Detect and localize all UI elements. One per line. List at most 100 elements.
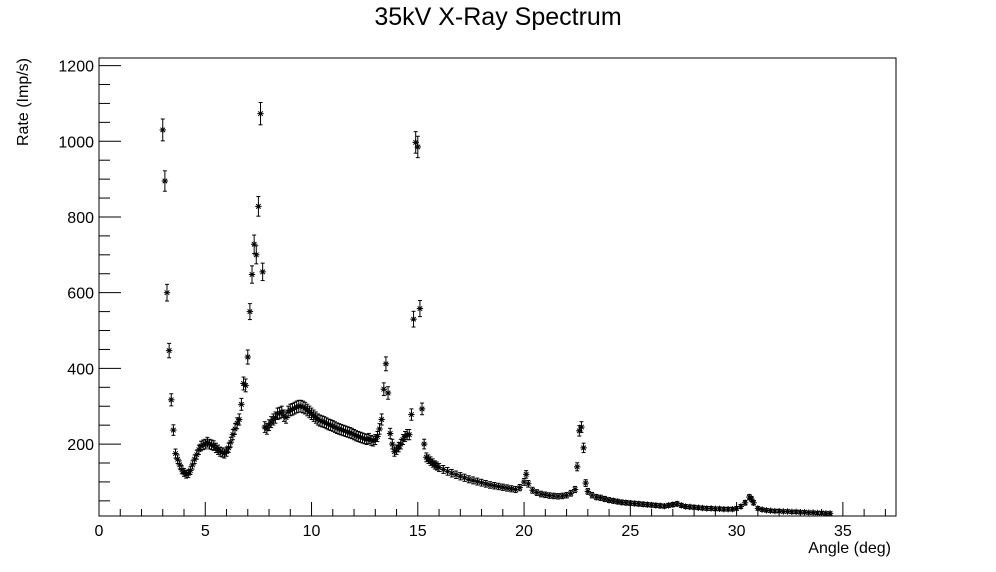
data-point bbox=[163, 283, 171, 302]
data-point bbox=[195, 444, 203, 455]
data-point bbox=[780, 508, 787, 515]
chart-title: 35kV X-Ray Spectrum bbox=[374, 3, 622, 31]
data-point bbox=[656, 502, 664, 509]
data-point bbox=[474, 477, 481, 486]
data-point bbox=[246, 303, 254, 321]
data-points bbox=[159, 101, 834, 517]
data-point bbox=[242, 378, 249, 393]
data-point bbox=[478, 478, 485, 487]
data-point bbox=[227, 436, 234, 448]
data-point bbox=[408, 408, 415, 421]
data-point bbox=[257, 101, 264, 126]
data-point bbox=[287, 403, 294, 417]
data-point bbox=[374, 430, 381, 443]
data-point bbox=[244, 349, 251, 365]
data-point bbox=[574, 462, 581, 472]
data-point bbox=[582, 479, 589, 487]
x-axis: 0 5 10 15 20 25 30 35 bbox=[95, 502, 886, 540]
data-point bbox=[673, 500, 681, 508]
data-point bbox=[414, 135, 421, 159]
data-point bbox=[248, 265, 256, 284]
data-point bbox=[771, 507, 779, 515]
data-point bbox=[665, 502, 672, 509]
data-point bbox=[170, 424, 177, 436]
data-point bbox=[359, 432, 366, 444]
data-point bbox=[495, 482, 502, 491]
data-point bbox=[267, 416, 275, 429]
data-point bbox=[695, 504, 702, 511]
data-point bbox=[635, 500, 643, 508]
y-tick-label: 200 bbox=[67, 437, 94, 454]
y-tick-label: 1000 bbox=[58, 134, 94, 151]
data-point bbox=[346, 427, 353, 439]
data-point bbox=[187, 466, 194, 475]
data-point bbox=[225, 442, 232, 454]
data-point bbox=[627, 499, 634, 507]
data-point bbox=[321, 416, 328, 429]
data-point bbox=[482, 480, 490, 488]
data-point bbox=[161, 170, 169, 192]
data-point bbox=[522, 470, 530, 479]
data-point bbox=[707, 505, 715, 512]
y-tick-label: 600 bbox=[67, 286, 94, 303]
data-point bbox=[499, 483, 507, 491]
data-point bbox=[361, 433, 368, 445]
data-point bbox=[550, 492, 558, 500]
data-point bbox=[206, 438, 213, 450]
data-point bbox=[255, 196, 262, 217]
y-axis-label: Rate (Imp/s) bbox=[15, 58, 32, 146]
x-tick-label: 30 bbox=[728, 523, 746, 540]
data-point bbox=[571, 485, 579, 494]
data-point bbox=[491, 481, 498, 490]
x-tick-label: 0 bbox=[95, 523, 104, 540]
data-point bbox=[376, 423, 383, 435]
data-point bbox=[350, 429, 358, 441]
data-point bbox=[784, 508, 791, 515]
data-point bbox=[159, 118, 166, 142]
data-point bbox=[580, 442, 587, 454]
data-point bbox=[236, 413, 243, 426]
data-point bbox=[420, 438, 428, 450]
data-point bbox=[352, 430, 360, 442]
data-point bbox=[690, 504, 698, 511]
data-point bbox=[384, 386, 392, 400]
data-point bbox=[661, 502, 668, 510]
data-point bbox=[516, 483, 524, 492]
data-point bbox=[618, 499, 626, 506]
data-point bbox=[165, 342, 173, 359]
data-point bbox=[758, 506, 766, 513]
data-point bbox=[378, 413, 385, 426]
data-point bbox=[678, 502, 685, 509]
x-tick-label: 15 bbox=[409, 523, 427, 540]
data-point bbox=[525, 480, 532, 488]
data-point bbox=[386, 427, 394, 440]
plot-frame bbox=[98, 57, 897, 517]
data-point bbox=[389, 438, 396, 450]
data-point bbox=[486, 481, 494, 489]
y-axis: 200 400 600 800 1000 1200 bbox=[58, 59, 121, 502]
x-axis-label: Angle (deg) bbox=[808, 540, 891, 557]
data-point bbox=[435, 463, 443, 473]
y-tick-label: 1200 bbox=[58, 59, 94, 76]
data-point bbox=[593, 493, 600, 501]
data-point bbox=[259, 262, 266, 282]
data-point bbox=[578, 421, 585, 433]
data-point bbox=[826, 510, 834, 517]
data-point bbox=[729, 505, 736, 513]
data-point bbox=[185, 469, 192, 478]
data-point bbox=[168, 393, 175, 407]
x-tick-label: 10 bbox=[303, 523, 321, 540]
data-point bbox=[469, 476, 477, 485]
data-point bbox=[754, 505, 762, 512]
data-point bbox=[559, 492, 566, 500]
data-point bbox=[741, 499, 749, 506]
data-point bbox=[380, 382, 387, 397]
x-tick-label: 20 bbox=[515, 523, 533, 540]
data-point bbox=[448, 468, 456, 478]
data-point bbox=[750, 499, 757, 506]
data-point bbox=[605, 496, 613, 504]
y-tick-label: 400 bbox=[67, 361, 94, 378]
data-point bbox=[610, 497, 617, 505]
data-point bbox=[335, 423, 343, 435]
